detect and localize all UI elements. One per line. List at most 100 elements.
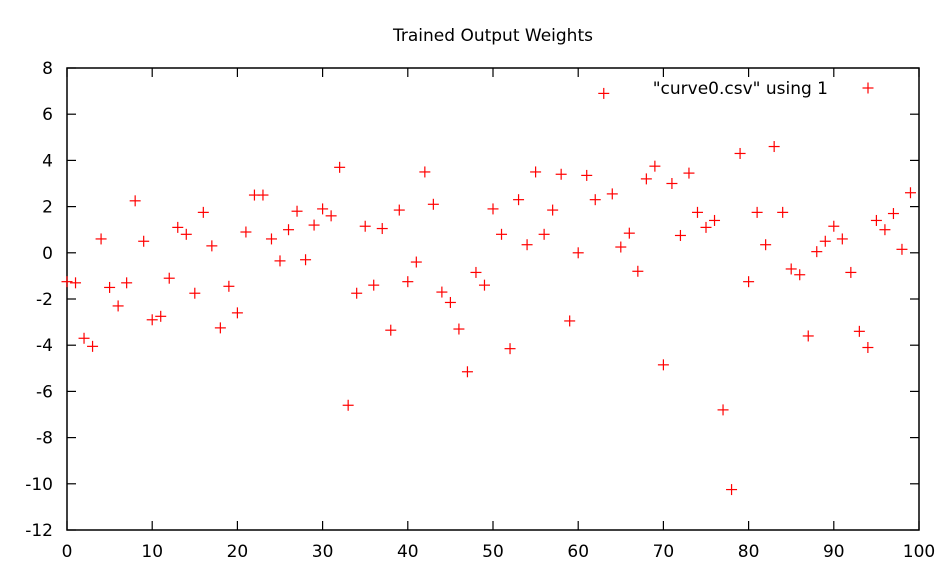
data-point — [325, 210, 337, 222]
data-point — [206, 240, 218, 252]
data-point — [760, 239, 772, 251]
data-point — [572, 247, 584, 259]
data-point — [666, 178, 678, 189]
legend: "curve0.csv" using 1 — [653, 79, 874, 99]
data-point — [385, 324, 397, 336]
data-point — [819, 235, 831, 247]
data-point — [751, 206, 763, 218]
data-point — [709, 214, 721, 226]
data-point — [78, 332, 90, 344]
data-point — [734, 147, 746, 159]
data-point — [717, 404, 729, 416]
data-point — [879, 224, 891, 236]
data-point — [368, 279, 380, 291]
data-point — [743, 276, 755, 288]
legend-marker-symbol — [862, 82, 874, 94]
x-tick-label: 10 — [141, 542, 163, 562]
x-tick-label: 20 — [227, 542, 249, 562]
x-tick-label: 40 — [397, 542, 419, 562]
data-point — [223, 280, 235, 292]
data-point — [308, 219, 320, 231]
x-tick-label: 80 — [738, 542, 760, 562]
data-point — [155, 310, 167, 322]
data-point — [257, 189, 269, 201]
data-point — [478, 279, 490, 291]
data-point — [496, 228, 508, 240]
x-tick-label: 70 — [653, 542, 675, 562]
data-point — [904, 187, 916, 199]
data-point — [640, 173, 652, 185]
data-point — [538, 228, 550, 240]
data-point — [172, 221, 184, 233]
data-point — [589, 194, 601, 206]
data-point — [410, 256, 422, 268]
data-point — [896, 243, 908, 255]
x-tick-label: 50 — [482, 542, 504, 562]
data-point — [836, 233, 848, 245]
y-tick-label: 2 — [42, 198, 53, 218]
data-point — [887, 208, 899, 220]
data-point — [726, 484, 738, 496]
data-point — [811, 246, 823, 258]
data-point — [121, 277, 133, 289]
data-point — [342, 399, 354, 411]
data-point — [376, 223, 388, 235]
data-point — [291, 205, 303, 217]
x-tick-label: 0 — [62, 542, 73, 562]
data-point — [845, 266, 857, 278]
data-point — [461, 366, 473, 378]
chart-title: Trained Output Weights — [392, 26, 593, 46]
data-point — [189, 287, 201, 299]
data-point — [530, 166, 542, 178]
y-tick-label: 6 — [42, 105, 53, 125]
y-tick-label: 0 — [42, 244, 53, 264]
data-point — [334, 161, 346, 173]
data-point — [598, 87, 610, 99]
data-point — [870, 214, 882, 226]
data-point — [768, 141, 780, 153]
data-point — [274, 255, 286, 267]
y-tick-label: -10 — [25, 475, 53, 495]
data-point — [197, 206, 209, 218]
data-point — [853, 325, 865, 337]
y-tick-label: -12 — [25, 521, 53, 541]
data-point — [547, 204, 559, 216]
data-point — [862, 342, 874, 354]
data-point — [112, 300, 124, 312]
data-point — [683, 167, 695, 179]
data-point — [555, 168, 567, 180]
data-point — [470, 266, 482, 278]
y-tick-label: -6 — [36, 382, 53, 402]
data-point — [95, 233, 107, 245]
data-point — [61, 276, 73, 288]
y-tick-label: 8 — [42, 59, 53, 79]
data-point — [283, 224, 295, 236]
plot-frame — [66, 67, 920, 531]
data-point — [104, 281, 116, 293]
y-tick-label: -4 — [36, 336, 53, 356]
data-point — [657, 359, 669, 371]
data-point — [777, 206, 789, 218]
x-tick-label: 60 — [567, 542, 589, 562]
legend-marker — [862, 82, 874, 94]
axis-ticks — [66, 67, 920, 531]
data-points — [61, 87, 916, 496]
data-point — [317, 203, 329, 215]
data-point — [700, 221, 712, 233]
data-point — [606, 188, 618, 200]
data-point — [828, 220, 840, 232]
data-point — [138, 235, 150, 247]
data-point — [87, 340, 99, 352]
data-point — [802, 330, 814, 342]
y-tick-label: -2 — [36, 290, 53, 310]
legend-label: "curve0.csv" using 1 — [653, 79, 828, 99]
x-tick-label: 90 — [823, 542, 845, 562]
data-point — [487, 203, 499, 215]
data-point — [427, 198, 439, 210]
data-point — [240, 226, 252, 238]
data-point — [453, 323, 465, 335]
data-point — [146, 314, 158, 326]
data-point — [163, 272, 175, 284]
y-tick-label: -8 — [36, 429, 53, 449]
